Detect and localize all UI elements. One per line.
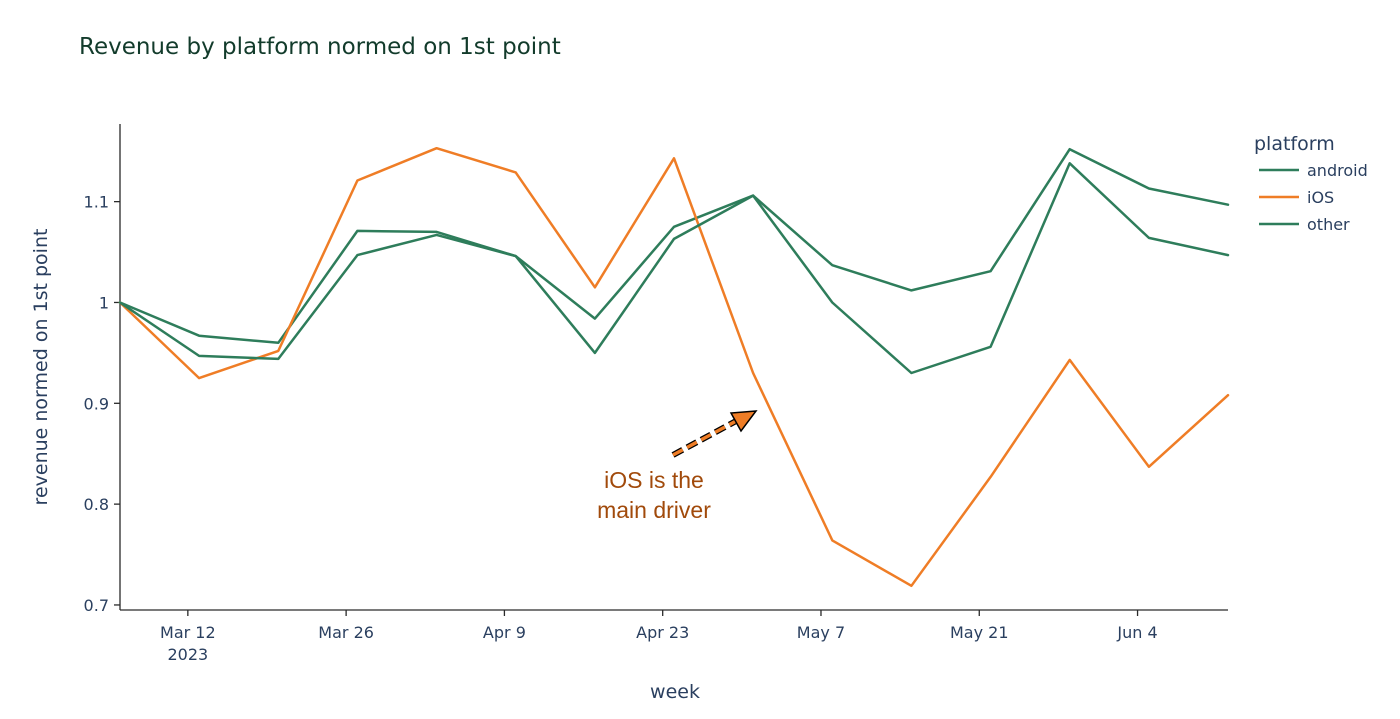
y-tick-label: 0.9 [84, 394, 109, 413]
legend-label-other: other [1307, 215, 1350, 234]
series-layer [118, 146, 1230, 588]
x-axis: Mar 12 2023 Mar 26 Apr 9 Apr 23 May 7 May 21 Ju… [120, 609, 1228, 664]
x-axis-title: week [650, 681, 700, 703]
annotation-arrowhead [729, 410, 758, 433]
annotation-arrow [672, 418, 739, 457]
chart-title: Revenue by platform normed on 1st point [79, 34, 561, 60]
y-axis: 0.7 0.8 0.9 1 1.1 [84, 124, 121, 615]
x-tick-label: Mar 12 [160, 623, 216, 642]
annotation-line-1: iOS is the [604, 467, 704, 493]
series-line-android [118, 147, 1230, 345]
y-tick-label: 0.7 [84, 596, 109, 615]
legend-label-ios: iOS [1307, 188, 1334, 207]
x-tick-label: Apr 9 [483, 623, 526, 642]
y-tick-label: 1.1 [84, 193, 109, 212]
x-tick-label: Jun 4 [1116, 623, 1157, 642]
x-tick-label: May 7 [797, 623, 845, 642]
x-tick-year-label: 2023 [167, 645, 208, 664]
series-line-other [118, 162, 1230, 375]
series-line-ios [118, 146, 1230, 588]
annotation-line-2: main driver [597, 497, 711, 523]
y-tick-label: 1 [99, 293, 109, 312]
x-tick-label: Mar 26 [318, 623, 374, 642]
x-tick-label: Apr 23 [636, 623, 689, 642]
x-tick-label: May 21 [950, 623, 1009, 642]
annotation: iOS is the main driver [597, 410, 758, 523]
legend-label-android: android [1307, 161, 1368, 180]
y-tick-label: 0.8 [84, 495, 109, 514]
y-axis-title: revenue normed on 1st point [30, 229, 52, 506]
legend: platform android iOS other [1254, 133, 1368, 234]
legend-title: platform [1254, 133, 1335, 155]
